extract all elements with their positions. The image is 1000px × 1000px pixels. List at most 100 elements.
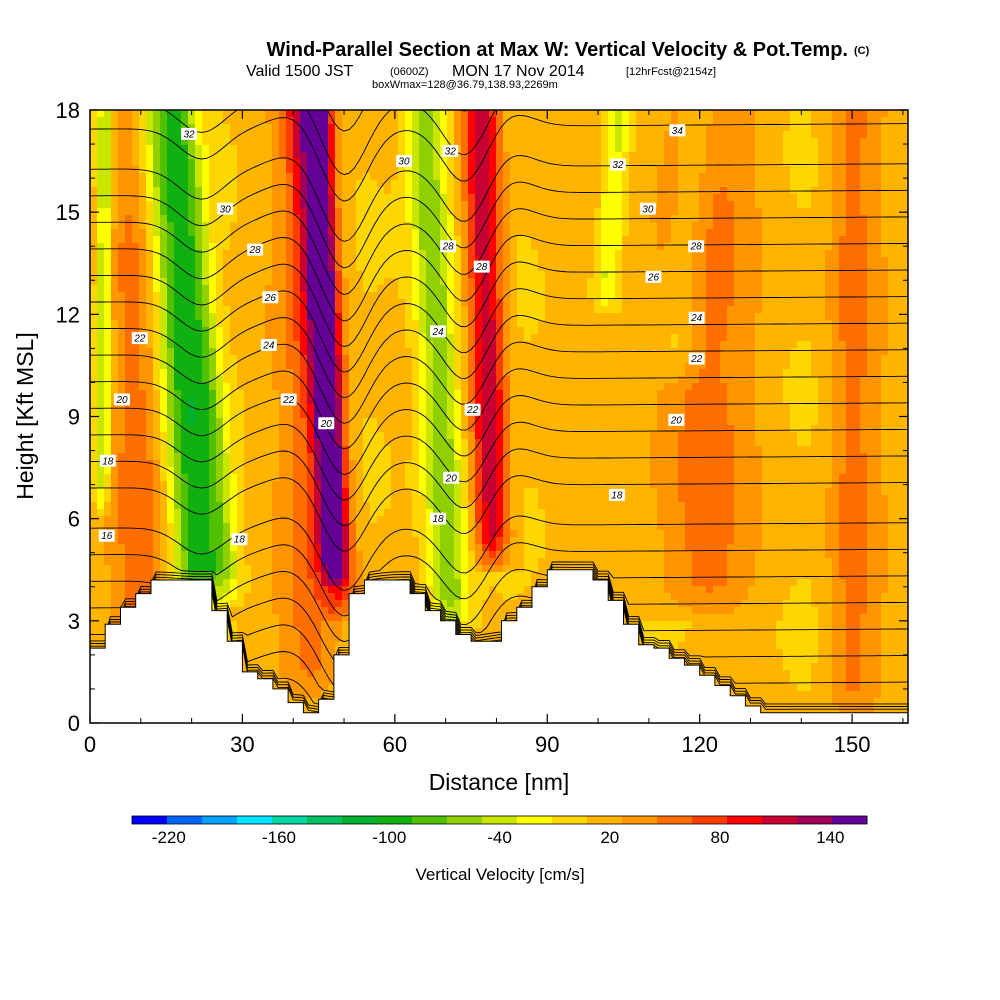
velocity-cell (90, 124, 98, 132)
velocity-cell (139, 201, 147, 209)
velocity-cell (510, 131, 518, 139)
velocity-cell (244, 124, 252, 132)
velocity-cell (111, 369, 119, 377)
velocity-cell (678, 173, 686, 181)
velocity-cell (769, 194, 777, 202)
velocity-cell (307, 117, 315, 125)
velocity-cell (237, 292, 245, 300)
velocity-cell (895, 173, 903, 181)
velocity-cell (167, 152, 175, 160)
velocity-cell (769, 236, 777, 244)
velocity-cell (454, 285, 462, 293)
velocity-cell (573, 222, 581, 230)
velocity-cell (349, 376, 357, 384)
velocity-cell (139, 397, 147, 405)
velocity-cell (377, 208, 385, 216)
velocity-cell (531, 320, 539, 328)
velocity-cell (188, 124, 196, 132)
velocity-cell (874, 271, 882, 279)
velocity-cell (118, 173, 126, 181)
velocity-cell (405, 187, 413, 195)
velocity-cell (769, 173, 777, 181)
velocity-cell (699, 208, 707, 216)
velocity-cell (573, 110, 581, 118)
velocity-cell (559, 264, 567, 272)
velocity-cell (146, 271, 154, 279)
velocity-cell (419, 271, 427, 279)
velocity-cell (510, 320, 518, 328)
velocity-cell (440, 194, 448, 202)
velocity-cell (419, 180, 427, 188)
velocity-cell (867, 159, 875, 167)
velocity-cell (139, 131, 147, 139)
velocity-cell (804, 257, 812, 265)
velocity-cell (139, 208, 147, 216)
velocity-cell (279, 362, 287, 370)
velocity-cell (902, 236, 908, 244)
velocity-cell (818, 166, 826, 174)
velocity-cell (223, 243, 231, 251)
velocity-cell (671, 306, 679, 314)
velocity-cell (664, 292, 672, 300)
velocity-cell (489, 383, 497, 391)
velocity-cell (139, 117, 147, 125)
velocity-cell (678, 264, 686, 272)
velocity-cell (902, 306, 908, 314)
velocity-cell (636, 187, 644, 195)
velocity-cell (391, 117, 399, 125)
velocity-cell (489, 369, 497, 377)
velocity-cell (377, 390, 385, 398)
velocity-cell (167, 117, 175, 125)
velocity-cell (104, 327, 112, 335)
velocity-cell (727, 208, 735, 216)
velocity-cell (370, 180, 378, 188)
velocity-cell (846, 208, 854, 216)
velocity-cell (545, 243, 553, 251)
velocity-cell (496, 320, 504, 328)
velocity-cell (748, 285, 756, 293)
velocity-cell (454, 320, 462, 328)
velocity-cell (328, 320, 336, 328)
velocity-cell (440, 117, 448, 125)
velocity-cell (454, 243, 462, 251)
velocity-cell (615, 264, 623, 272)
velocity-cell (363, 243, 371, 251)
velocity-cell (188, 285, 196, 293)
velocity-cell (496, 173, 504, 181)
velocity-cell (881, 362, 889, 370)
velocity-cell (426, 124, 434, 132)
velocity-cell (97, 376, 105, 384)
velocity-cell (447, 222, 455, 230)
velocity-cell (461, 222, 469, 230)
velocity-cell (139, 110, 147, 118)
velocity-cell (216, 285, 224, 293)
velocity-cell (454, 327, 462, 335)
velocity-cell (307, 299, 315, 307)
velocity-cell (377, 285, 385, 293)
velocity-cell (727, 285, 735, 293)
velocity-cell (867, 138, 875, 146)
velocity-cell (692, 138, 700, 146)
velocity-cell (594, 159, 602, 167)
velocity-cell (335, 173, 343, 181)
velocity-cell (419, 187, 427, 195)
velocity-cell (482, 222, 490, 230)
velocity-cell (748, 229, 756, 237)
velocity-cell (461, 355, 469, 363)
velocity-cell (853, 285, 861, 293)
velocity-cell (377, 138, 385, 146)
velocity-cell (188, 229, 196, 237)
velocity-cell (335, 320, 343, 328)
velocity-cell (902, 166, 908, 174)
velocity-cell (489, 201, 497, 209)
velocity-cell (594, 208, 602, 216)
velocity-cell (671, 180, 679, 188)
velocity-cell (349, 124, 357, 132)
velocity-cell (475, 194, 483, 202)
velocity-cell (832, 138, 840, 146)
velocity-cell (895, 397, 903, 405)
velocity-cell (594, 138, 602, 146)
velocity-cell (356, 362, 364, 370)
velocity-cell (783, 397, 791, 405)
velocity-cell (650, 257, 658, 265)
